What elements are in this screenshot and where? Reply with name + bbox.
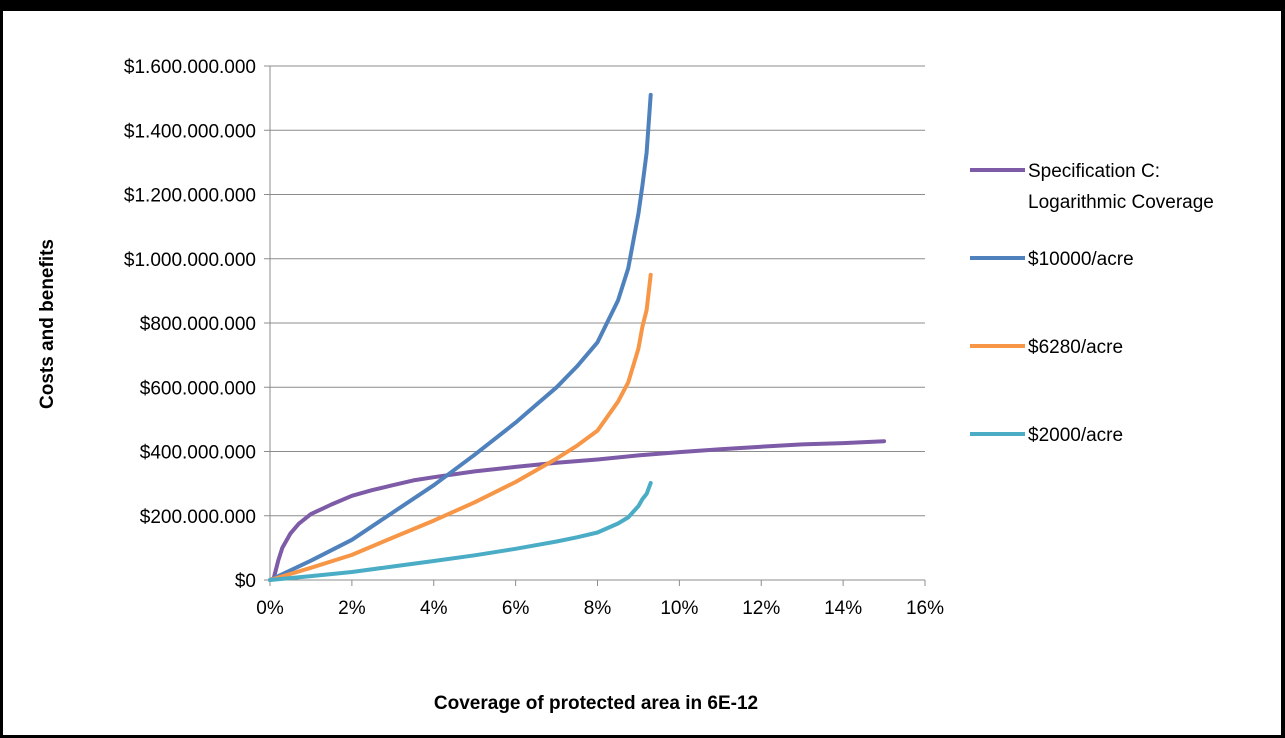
legend-label-3: $2000/acre <box>1028 425 1123 446</box>
y-tick-label: $200.000.000 <box>140 507 256 528</box>
x-tick-label: 8% <box>584 598 612 619</box>
x-tick-label: 0% <box>256 598 284 619</box>
series-line-0 <box>272 439 887 579</box>
y-tick-label: $400.000.000 <box>140 443 256 464</box>
x-tick-label: 2% <box>338 598 366 619</box>
y-tick-label: $1.200.000.000 <box>124 186 256 207</box>
legend-label-2: $6280/acre <box>1028 337 1123 358</box>
legend-label-1: $10000/acre <box>1028 249 1134 270</box>
y-tick-label: $0 <box>235 571 256 592</box>
y-axis-title: Costs and benefits <box>37 239 58 409</box>
y-tick-label: $600.000.000 <box>140 378 256 399</box>
x-tick-label: 16% <box>906 598 944 619</box>
legend: Specification C: Logarithmic Coverage $100… <box>970 161 1214 446</box>
series-line-3 <box>268 481 653 582</box>
x-tick-label: 12% <box>742 598 780 619</box>
series-line-1 <box>268 92 653 582</box>
y-tick-label: $1.600.000.000 <box>124 57 256 78</box>
x-tick-label: 4% <box>420 598 448 619</box>
y-tick-label: $1.000.000.000 <box>124 250 256 271</box>
x-tick-label: 6% <box>502 598 530 619</box>
gridlines <box>270 65 925 517</box>
x-tick-label: 14% <box>824 598 862 619</box>
x-tick-label: 10% <box>660 598 698 619</box>
legend-label-0: Specification C: <box>1028 161 1160 182</box>
y-axis-ticks: $0 $200.000.000 $400.000.000 $600.000.000 $8… <box>124 57 270 592</box>
series-line-2 <box>268 272 653 582</box>
x-axis-ticks: 0% 2% 4% 6% 8% 10% 12% 14% 16% <box>256 580 944 619</box>
plot-series <box>268 92 887 582</box>
legend-label-0: Logarithmic Coverage <box>1028 192 1214 213</box>
x-axis-title: Coverage of protected area in 6E-12 <box>434 693 758 714</box>
y-tick-label: $1.400.000.000 <box>124 121 256 142</box>
y-tick-label: $800.000.000 <box>140 314 256 335</box>
